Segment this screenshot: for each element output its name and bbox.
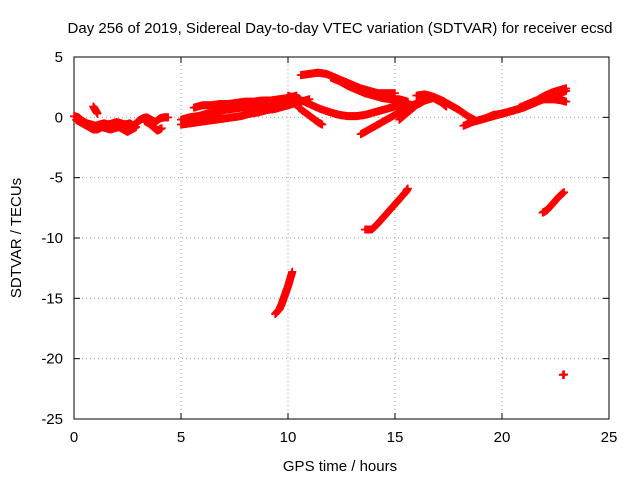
series-arc-20 — [558, 370, 569, 379]
data-point — [562, 97, 571, 106]
x-tick-label: 15 — [387, 429, 404, 446]
y-tick-label: -15 — [41, 290, 63, 307]
series-arc-16 — [515, 95, 571, 112]
y-tick-label: 5 — [55, 49, 63, 66]
x-tick-label: 0 — [70, 429, 78, 446]
y-tick-label: 0 — [55, 109, 63, 126]
series-arc-18 — [361, 184, 412, 234]
data-point — [164, 113, 173, 122]
data-point — [560, 188, 569, 197]
data-point — [318, 120, 327, 129]
series-arc-2 — [72, 115, 141, 136]
data-point — [132, 122, 141, 131]
x-tick-label: 10 — [280, 429, 297, 446]
x-axis: 0 5 10 15 20 25 — [70, 57, 618, 446]
x-tick-label: 25 — [601, 429, 618, 446]
series-arc-17 — [271, 267, 297, 319]
data-point — [562, 86, 571, 95]
x-tick-label: 20 — [494, 429, 511, 446]
data-point — [93, 109, 102, 118]
y-tick-label: -5 — [50, 170, 63, 187]
data-point — [157, 124, 166, 133]
series-arc-11 — [326, 73, 412, 106]
y-tick-label: -20 — [41, 351, 63, 368]
series-arc-4 — [89, 102, 102, 118]
data-points — [70, 68, 571, 379]
chart-title: Day 256 of 2019, Sidereal Day-to-day VTE… — [68, 20, 613, 37]
series-arc-9 — [284, 91, 412, 121]
data-point — [403, 184, 412, 193]
x-axis-label: GPS time / hours — [283, 458, 397, 475]
series-arc-3 — [140, 116, 166, 135]
y-axis: 5 0 -5 -10 -15 -20 -25 — [41, 49, 609, 428]
y-axis-label: SDTVAR / TECUs — [8, 178, 25, 298]
data-point — [558, 370, 567, 379]
data-point — [288, 267, 297, 276]
series-arc-15 — [459, 86, 571, 130]
x-tick-label: 5 — [177, 429, 185, 446]
series-arc-19 — [538, 188, 569, 217]
y-tick-label: -25 — [41, 411, 63, 428]
y-tick-label: -10 — [41, 230, 63, 247]
series-arc-8 — [294, 103, 327, 129]
